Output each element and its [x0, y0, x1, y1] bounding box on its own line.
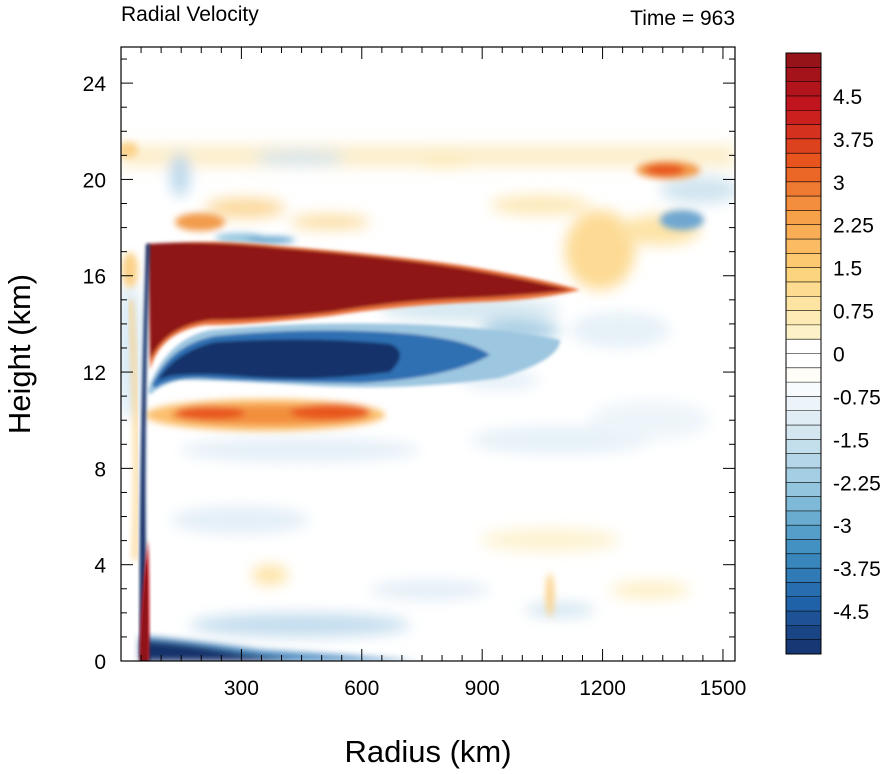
colorbar-bin — [786, 281, 821, 297]
colorbar-label: -3 — [833, 515, 852, 538]
colorbar-bin — [786, 382, 821, 397]
colorbar-bin — [786, 95, 821, 111]
colorbar-label: -3.75 — [833, 558, 881, 581]
colorbar-bin — [786, 425, 821, 440]
colorbar-bin — [786, 496, 821, 512]
colorbar-label: -0.75 — [833, 386, 881, 409]
colorbar-bin — [786, 582, 821, 598]
upper-cirrus-features — [121, 142, 704, 617]
colorbar-bin — [786, 196, 821, 211]
colorbar-bin — [786, 310, 821, 326]
heatmap-field — [121, 47, 735, 661]
colorbar-bin — [786, 525, 821, 541]
y-tick-label: 24 — [83, 73, 107, 96]
y-axis-label: Height (km) — [2, 274, 37, 434]
colorbar: 4.5 3.75 3 2.25 1.5 0.75 0 -0.75 -1.5 -2.25 -3 -3.7… — [785, 52, 881, 655]
colorbar-bin — [786, 353, 821, 369]
colorbar-bin — [786, 553, 821, 569]
colorbar-bin — [786, 467, 821, 483]
colorbar-bin — [786, 296, 821, 312]
x-tick-label: 600 — [344, 677, 379, 700]
colorbar-label: 2.25 — [833, 215, 874, 238]
weak-perturbations — [121, 145, 735, 637]
x-axis-label: Radius (km) — [344, 734, 511, 769]
y-tick-label: 20 — [83, 169, 106, 192]
colorbar-bin — [786, 482, 821, 498]
x-tick-label: 900 — [465, 677, 500, 700]
y-tick-label: 4 — [94, 555, 106, 578]
colorbar-bin — [786, 110, 821, 126]
chart-title-left: Radial Velocity — [121, 3, 259, 26]
colorbar-label: -2.25 — [833, 472, 881, 495]
colorbar-bin — [786, 539, 821, 555]
colorbar-bin — [786, 396, 821, 412]
colorbar-bin — [786, 53, 821, 68]
chart-title-right: Time = 963 — [630, 7, 735, 30]
colorbar-bin — [786, 153, 821, 168]
colorbar-bin — [786, 324, 821, 340]
x-tick-label: 1200 — [579, 677, 626, 700]
colorbar-label: 1.5 — [833, 258, 862, 281]
eyewall — [127, 244, 150, 661]
colorbar-frame — [785, 52, 822, 655]
colorbar-bin — [786, 253, 821, 269]
colorbar-label: -4.5 — [833, 601, 869, 624]
colorbar-bin — [786, 339, 821, 354]
upper-inflow — [148, 323, 560, 395]
colorbar-bin — [786, 181, 821, 197]
colorbar-label: -1.5 — [833, 429, 869, 452]
colorbar-bin — [786, 210, 821, 226]
colorbar-bin — [786, 124, 821, 140]
low-level-inflow — [140, 636, 420, 661]
colorbar-bin — [786, 568, 821, 583]
colorbar-bin — [786, 439, 821, 455]
colorbar-bin — [786, 611, 821, 626]
colorbar-bin — [786, 625, 821, 641]
colorbar-bin — [786, 239, 821, 254]
colorbar-bin — [786, 224, 821, 240]
x-axis: 300 600 900 1200 1500 — [120, 47, 747, 700]
colorbar-bin — [786, 410, 821, 426]
upper-outflow — [148, 241, 580, 370]
colorbar-bin — [786, 138, 821, 154]
colorbar-bin — [786, 367, 821, 383]
plot-frame — [120, 46, 736, 662]
x-tick-label: 300 — [224, 677, 259, 700]
colorbar-bin — [786, 81, 821, 97]
colorbar-label: 0 — [833, 344, 845, 367]
y-axis: 0 4 8 12 16 20 24 — [83, 58, 735, 674]
y-tick-label: 0 — [94, 651, 106, 674]
colorbar-bin — [786, 453, 821, 469]
colorbar-label: 3 — [833, 172, 845, 195]
y-tick-label: 12 — [83, 362, 106, 385]
colorbar-bin — [786, 167, 821, 183]
mid-level-outflow — [145, 399, 385, 431]
colorbar-bin — [786, 639, 821, 655]
y-tick-label: 16 — [83, 266, 106, 289]
y-tick-label: 8 — [94, 458, 106, 481]
x-tick-label: 1500 — [700, 677, 747, 700]
colorbar-bin — [786, 510, 821, 526]
colorbar-bin — [786, 596, 821, 612]
colorbar-label: 0.75 — [833, 301, 874, 324]
colorbar-bin — [786, 267, 821, 283]
colorbar-label: 3.75 — [833, 129, 874, 152]
colorbar-label: 4.5 — [833, 86, 862, 109]
colorbar-bin — [786, 67, 821, 83]
